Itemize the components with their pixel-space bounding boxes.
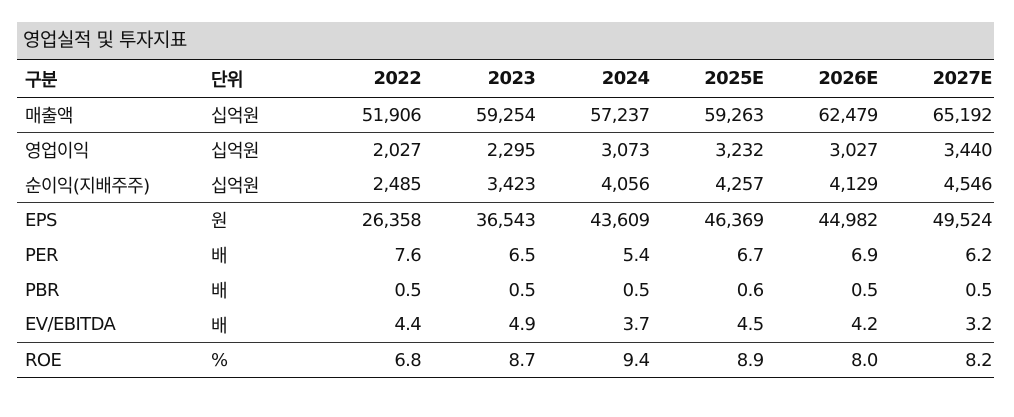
row-label: PER — [25, 244, 59, 266]
cell-value: 46,369 — [704, 209, 764, 231]
table-title: 영업실적 및 투자지표 — [17, 22, 994, 59]
header-year: 2025E — [704, 68, 764, 89]
cell-value: 4.5 — [736, 314, 764, 336]
cell-value: 3.2 — [965, 314, 992, 336]
cell-value: 51,906 — [361, 104, 422, 126]
cell-value: 5.4 — [622, 244, 650, 266]
cell-value: 6.8 — [394, 349, 422, 371]
cell-value: 3,423 — [486, 174, 536, 196]
row-unit: 원 — [211, 211, 228, 233]
cell-value: 3,232 — [715, 139, 764, 161]
cell-value: 59,254 — [475, 104, 536, 126]
cell-value: 0.5 — [394, 279, 422, 301]
row-unit: % — [211, 349, 228, 371]
cell-value: 43,609 — [590, 209, 650, 231]
cell-value: 65,192 — [932, 104, 993, 126]
cell-value: 4,056 — [600, 174, 650, 196]
cell-value: 3,440 — [943, 139, 992, 161]
cell-value: 6.2 — [965, 244, 992, 266]
cell-value: 3,073 — [600, 139, 650, 161]
cell-value: 8.9 — [736, 349, 764, 371]
cell-value: 8.2 — [965, 349, 992, 371]
row-label: EPS — [25, 209, 57, 231]
table-row: EV/EBITDA 배 4.4 4.9 3.7 4.5 4.2 3.2 — [17, 308, 994, 343]
cell-value: 8.7 — [508, 349, 536, 371]
cell-value: 57,237 — [590, 104, 650, 126]
cell-value: 6.5 — [508, 244, 536, 266]
cell-value: 6.7 — [736, 244, 764, 266]
cell-value: 0.6 — [736, 279, 764, 301]
header-row: 구분 단위 2022 2023 2024 2025E 2026E 2027E — [17, 59, 994, 98]
row-label: ROE — [25, 349, 62, 371]
cell-value: 3.7 — [622, 314, 650, 336]
cell-value: 3,027 — [829, 139, 878, 161]
cell-value: 4.2 — [850, 314, 878, 336]
row-label: 영업이익 — [25, 141, 89, 163]
table-row: 매출액 십억원 51,906 59,254 57,237 59,263 62,4… — [17, 98, 994, 133]
header-year: 2027E — [932, 68, 993, 89]
header-year: 2023 — [487, 68, 536, 89]
cell-value: 2,295 — [486, 139, 536, 161]
cell-value: 44,982 — [818, 209, 878, 231]
cell-value: 0.5 — [965, 279, 992, 301]
cell-value: 0.5 — [508, 279, 536, 301]
row-unit: 십억원 — [211, 175, 259, 197]
cell-value: 2,027 — [372, 139, 422, 161]
row-label: 순이익(지배주주) — [25, 175, 150, 197]
cell-value: 59,263 — [704, 104, 764, 126]
row-unit: 배 — [211, 281, 228, 302]
header-unit: 단위 — [211, 69, 244, 91]
cell-value: 4.9 — [508, 314, 536, 336]
financial-table-panel: 영업실적 및 투자지표 구분 단위 2022 2023 2024 2025E 2… — [17, 22, 994, 378]
cell-value: 2,485 — [372, 174, 422, 196]
cell-value: 8.0 — [850, 349, 878, 371]
header-year: 2022 — [373, 68, 422, 89]
table-row: EPS 원 26,358 36,543 43,609 46,369 44,982… — [17, 203, 994, 238]
table-row: PBR 배 0.5 0.5 0.5 0.6 0.5 0.5 — [17, 273, 994, 308]
cell-value: 0.5 — [850, 279, 878, 301]
row-unit: 배 — [211, 246, 228, 267]
cell-value: 26,358 — [361, 209, 422, 231]
cell-value: 9.4 — [622, 349, 650, 371]
table-row: ROE % 6.8 8.7 9.4 8.9 8.0 8.2 — [17, 343, 994, 378]
row-label: EV/EBITDA — [25, 314, 116, 336]
row-unit: 십억원 — [211, 141, 259, 163]
cell-value: 36,543 — [475, 209, 536, 231]
cell-value: 6.9 — [850, 244, 878, 266]
cell-value: 4,546 — [943, 174, 992, 196]
cell-value: 4.4 — [394, 314, 422, 336]
cell-value: 4,129 — [829, 174, 878, 196]
table-row: 영업이익 십억원 2,027 2,295 3,073 3,232 3,027 3… — [17, 133, 994, 168]
header-year: 2026E — [818, 68, 878, 89]
financial-table: 구분 단위 2022 2023 2024 2025E 2026E 2027E 매… — [17, 59, 994, 378]
cell-value: 4,257 — [715, 174, 764, 196]
cell-value: 0.5 — [622, 279, 650, 301]
row-unit: 배 — [211, 315, 228, 337]
cell-value: 49,524 — [932, 209, 993, 231]
row-unit: 십억원 — [211, 106, 259, 127]
header-label: 구분 — [25, 69, 58, 91]
cell-value: 62,479 — [818, 104, 878, 126]
row-label: PBR — [25, 279, 60, 301]
table-row: 순이익(지배주주) 십억원 2,485 3,423 4,056 4,257 4,… — [17, 168, 994, 203]
cell-value: 7.6 — [394, 244, 422, 266]
row-label: 매출액 — [25, 106, 73, 127]
table-row: PER 배 7.6 6.5 5.4 6.7 6.9 6.2 — [17, 238, 994, 273]
header-year: 2024 — [601, 68, 650, 89]
